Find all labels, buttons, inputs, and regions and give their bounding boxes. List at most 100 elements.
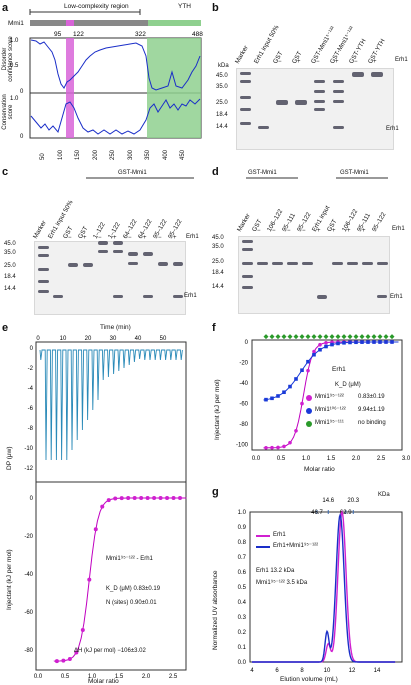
e-data-point [106, 498, 111, 503]
inj-tick: 0 [30, 496, 34, 502]
f-point-106-122 [354, 340, 358, 345]
f-point-106-122 [372, 340, 376, 344]
panel-c-group: GST-Mmi1 [118, 170, 147, 176]
f-point-106-122 [276, 394, 280, 398]
g-y-tick: 0.9 [238, 525, 247, 531]
sign: − [302, 228, 306, 234]
e-data-point [139, 496, 144, 501]
f-point-106-122 [384, 340, 388, 344]
panel-d-erh1-sign-label: Erh1 [392, 226, 405, 232]
f-point-106-122 [294, 377, 298, 381]
dp-tick: -2 [28, 366, 34, 372]
gel-band [113, 241, 123, 245]
e-data-point [54, 659, 59, 664]
a-xtick: 350 [145, 149, 151, 160]
time-tick: 20 [85, 336, 92, 342]
kda-tick: 25.0 [216, 100, 228, 106]
g-y-tick: 0.3 [238, 615, 247, 621]
e-kd: K_D (μM) 0.83±0.19 [106, 586, 161, 592]
ytick-top-0: 0 [20, 89, 24, 95]
protein-name: Mmi1 [8, 20, 24, 27]
dp-tick: -12 [24, 466, 33, 472]
f-point-95-111 [311, 334, 317, 340]
f-legend-value: 9.94±1.19 [358, 407, 385, 413]
kda-tick: 18.4 [4, 274, 16, 280]
e-x-tick: 1.5 [115, 674, 124, 680]
panel-b-label: b [212, 2, 219, 14]
f-point-95-122 [318, 342, 322, 347]
sign: + [143, 235, 147, 241]
g-y-tick: 0.0 [238, 660, 247, 666]
gel-band [38, 280, 49, 283]
g-y-tick: 1.0 [238, 510, 247, 516]
gel-band [276, 100, 288, 105]
panel-c-gel [34, 241, 186, 315]
gel-band [272, 262, 283, 265]
g-xlabel: Elution volume (mL) [280, 676, 338, 683]
panel-g-plot: 0.0 0.1 0.2 0.3 0.4 0.5 0.6 0.7 0.8 0.9 1.0 4 6 8 10 1… [238, 498, 403, 674]
f-kd-header: K_D (μM) [335, 382, 361, 388]
gel-band [128, 262, 138, 265]
kda-tick: 25.0 [4, 263, 16, 269]
kda-tick: 14.4 [212, 284, 224, 290]
panel-f-plot: 0 -20 -40 -60 -80 -100 0.0 0.5 1.0 1.5 2.0 2.5 3.0 [236, 334, 411, 462]
a-xtick: 50 [40, 153, 46, 160]
f-point-106-122 [288, 384, 292, 389]
g-ylabel: Normalized UV absorbance [212, 570, 219, 650]
e-data-point [113, 496, 118, 501]
kda-tick: 14.4 [216, 124, 228, 130]
gel-band [158, 262, 168, 266]
gel-band [242, 262, 253, 265]
sign: + [373, 59, 377, 65]
f-point-106-122 [312, 352, 316, 357]
conservation-ylabel: Conservation score [2, 94, 14, 130]
f-point-95-111 [371, 334, 377, 340]
gel-band [53, 295, 63, 298]
f-y-tick: -80 [239, 422, 248, 428]
gel-band [314, 80, 325, 83]
f-y-tick: 0 [245, 340, 249, 346]
gel-band [173, 295, 183, 298]
time-axis-label: Time (min) [100, 324, 131, 331]
ytick-top-05: 0.5 [10, 63, 19, 69]
gel-band [242, 275, 253, 278]
g-y-tick: 0.8 [238, 540, 247, 546]
gel-band [302, 262, 313, 265]
e-data-point [80, 627, 85, 632]
gel-band [98, 241, 108, 245]
gel-band [128, 252, 138, 256]
kda-tick: 18.4 [212, 270, 224, 276]
a-xtick: 100 [57, 149, 64, 160]
f-point-106-122 [360, 340, 364, 344]
dp-tick: 0 [30, 346, 34, 352]
e-dh: ΔH (kJ per mol) −106±3.02 [74, 648, 146, 654]
a-xtick: 250 [110, 149, 116, 160]
f-x-tick: 2.0 [352, 456, 361, 462]
mark-95: 95 [54, 31, 62, 38]
a-xtick: 300 [127, 149, 134, 160]
sign: − [272, 228, 276, 234]
sign: − [68, 235, 72, 241]
f-point-106-122 [366, 340, 370, 344]
dp-tick: -6 [28, 406, 34, 412]
e-data-point [67, 657, 72, 662]
gel-band [333, 126, 344, 129]
g-kda-label: KDa [378, 492, 390, 498]
g-x-tick: 12 [349, 668, 356, 674]
kda-tick: 35.0 [212, 244, 224, 250]
gel-band [242, 240, 253, 243]
sign: − [257, 228, 261, 234]
g-y-tick: 0.7 [238, 555, 247, 561]
panel-d-label: d [212, 166, 219, 178]
e-data-point [171, 496, 176, 500]
panel-d-gel [238, 236, 390, 314]
panel-a-label: a [2, 2, 9, 14]
gel-band [113, 250, 123, 253]
g-x-tick: 10 [324, 668, 331, 674]
g-legend-swatch [256, 546, 270, 548]
disorder-ylabel: Disorder confidence score [2, 36, 14, 82]
e-data-point [126, 496, 131, 501]
e-n: N (sites) 0.90±0.01 [106, 600, 157, 606]
g-y-tick: 0.6 [238, 570, 247, 576]
f-y-tick: -20 [239, 361, 248, 367]
